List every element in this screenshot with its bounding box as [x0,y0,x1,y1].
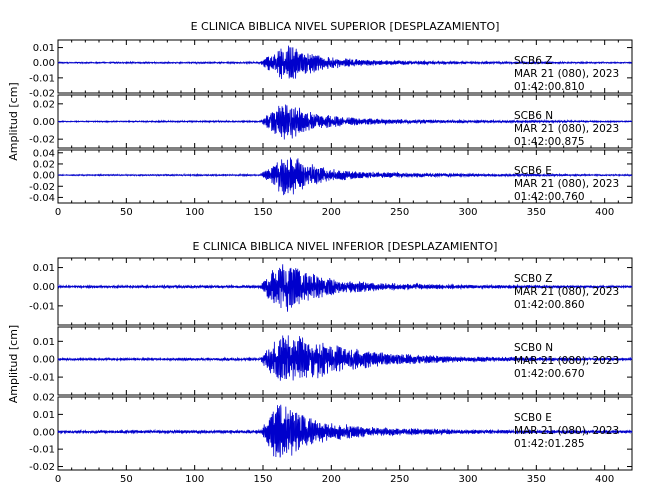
waveform-trace [57,45,633,80]
waveform-trace [57,104,633,140]
waveform-trace [57,157,633,196]
x-tick-label: 100 [185,474,204,485]
x-tick-label: 150 [253,474,272,485]
trace-annotation: SCB6 E [514,165,552,177]
x-tick-label: 200 [322,474,341,485]
y-tick-label: 0.01 [33,337,55,348]
trace-annotation: SCB0 E [514,412,552,424]
trace-annotation: 01:42:00.860 [514,299,585,311]
y-tick-label: -0.01 [29,301,55,312]
trace-annotation: MAR 21 (080), 2023 [514,355,619,367]
y-tick-label: -0.01 [29,373,55,384]
trace-annotation: 01:42:00.670 [514,368,585,380]
x-tick-label: 0 [55,207,61,218]
chart-lower-level: E CLINICA BIBLICA NIVEL INFERIOR [DESPLA… [7,240,633,485]
x-tick-label: 100 [185,207,204,218]
x-tick-label: 50 [120,207,133,218]
x-tick-label: 300 [458,207,477,218]
trace-annotation: SCB6 Z [514,55,552,67]
y-tick-label: -0.01 [29,73,55,84]
trace-annotation: MAR 21 (080), 2023 [514,286,619,298]
waveform-trace [57,264,633,312]
x-tick-label: 200 [322,207,341,218]
trace-annotation: MAR 21 (080), 2023 [514,178,619,190]
y-axis-label: Amplitud [cm] [7,82,20,160]
trace-annotation: SCB0 N [514,342,553,354]
y-axis-label: Amplitud [cm] [7,325,20,403]
y-tick-label: 0.02 [33,159,55,170]
x-tick-label: 300 [458,474,477,485]
y-tick-label: -0.01 [29,445,55,456]
chart-upper-level: E CLINICA BIBLICA NIVEL SUPERIOR [DESPLA… [7,20,633,218]
trace-annotation: MAR 21 (080), 2023 [514,425,619,437]
trace-annotation: 01:42:00.760 [514,191,585,203]
chart-title: E CLINICA BIBLICA NIVEL INFERIOR [DESPLA… [193,240,498,253]
trace-annotation: 01:42:01.285 [514,438,585,450]
x-tick-label: 250 [390,207,409,218]
y-tick-label: 0.00 [33,282,55,293]
x-tick-label: 50 [120,474,133,485]
y-tick-label: -0.02 [29,462,55,473]
waveform-trace [57,335,633,381]
y-tick-label: 0.00 [33,171,55,182]
x-tick-label: 350 [527,207,546,218]
y-tick-label: 0.02 [33,393,55,404]
x-tick-label: 0 [55,474,61,485]
x-tick-label: 400 [595,474,614,485]
trace-annotation: MAR 21 (080), 2023 [514,68,619,80]
trace-annotation: SCB0 Z [514,273,552,285]
y-tick-label: 0.01 [33,43,55,54]
y-tick-label: -0.02 [29,182,55,193]
y-tick-label: 0.00 [33,117,55,128]
trace-annotation: MAR 21 (080), 2023 [514,123,619,135]
y-tick-label: 0.01 [33,410,55,421]
x-tick-label: 400 [595,207,614,218]
chart-title: E CLINICA BIBLICA NIVEL SUPERIOR [DESPLA… [191,20,500,33]
y-tick-label: -0.02 [29,89,55,100]
x-tick-label: 150 [253,207,272,218]
y-tick-label: 0.00 [33,58,55,69]
y-tick-label: 0.02 [33,99,55,110]
y-tick-label: -0.02 [29,135,55,146]
y-tick-label: 0.01 [33,263,55,274]
y-tick-label: 0.00 [33,427,55,438]
y-tick-label: -0.04 [29,193,55,204]
x-tick-label: 350 [527,474,546,485]
x-tick-label: 250 [390,474,409,485]
trace-annotation: SCB6 N [514,110,553,122]
y-tick-label: 0.00 [33,355,55,366]
trace-annotation: 01:42:00.810 [514,81,585,93]
waveform-trace [57,404,633,458]
y-tick-label: 0.04 [33,148,55,159]
trace-annotation: 01:42:00.875 [514,136,585,148]
